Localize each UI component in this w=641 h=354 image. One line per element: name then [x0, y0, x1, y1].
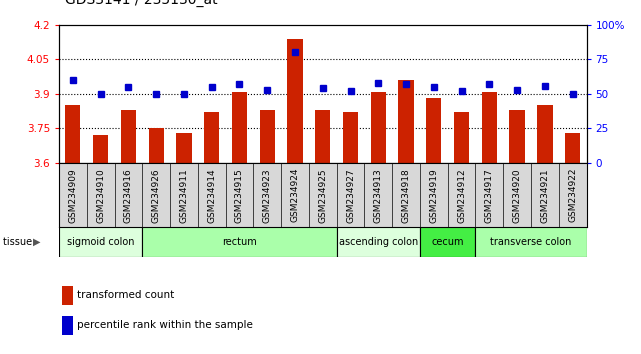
- Bar: [370, 92, 386, 163]
- Bar: [176, 133, 192, 163]
- Bar: [142, 227, 337, 257]
- Text: GSM234916: GSM234916: [124, 168, 133, 223]
- Text: rectum: rectum: [222, 236, 257, 247]
- Bar: [476, 227, 587, 257]
- Text: GSM234912: GSM234912: [457, 168, 466, 223]
- Text: GSM234920: GSM234920: [513, 168, 522, 223]
- Text: GSM234915: GSM234915: [235, 168, 244, 223]
- Bar: [510, 110, 525, 163]
- Bar: [149, 129, 164, 163]
- Text: GSM234910: GSM234910: [96, 168, 105, 223]
- Text: GSM234909: GSM234909: [69, 168, 78, 223]
- Text: cecum: cecum: [431, 236, 464, 247]
- Bar: [93, 135, 108, 163]
- Text: GSM234914: GSM234914: [207, 168, 216, 223]
- Text: GSM234927: GSM234927: [346, 168, 355, 223]
- Text: GSM234913: GSM234913: [374, 168, 383, 223]
- Bar: [315, 110, 330, 163]
- Bar: [565, 133, 580, 163]
- Text: GSM234924: GSM234924: [290, 168, 299, 222]
- Text: GSM234918: GSM234918: [401, 168, 410, 223]
- Bar: [232, 92, 247, 163]
- Text: GSM234919: GSM234919: [429, 168, 438, 223]
- Text: GSM234911: GSM234911: [179, 168, 188, 223]
- Text: GSM234926: GSM234926: [152, 168, 161, 223]
- Bar: [343, 112, 358, 163]
- Bar: [426, 98, 442, 163]
- Text: GSM234925: GSM234925: [318, 168, 328, 223]
- Bar: [454, 112, 469, 163]
- Bar: [59, 227, 142, 257]
- Bar: [537, 105, 553, 163]
- Bar: [481, 92, 497, 163]
- Bar: [65, 105, 81, 163]
- Text: percentile rank within the sample: percentile rank within the sample: [78, 320, 253, 330]
- Text: transverse colon: transverse colon: [490, 236, 572, 247]
- Text: GSM234917: GSM234917: [485, 168, 494, 223]
- Text: GSM234923: GSM234923: [263, 168, 272, 223]
- Text: GSM234921: GSM234921: [540, 168, 549, 223]
- Bar: [399, 80, 413, 163]
- Bar: [62, 316, 74, 335]
- Bar: [337, 227, 420, 257]
- Text: GDS3141 / 235130_at: GDS3141 / 235130_at: [65, 0, 218, 7]
- Bar: [420, 227, 476, 257]
- Text: ▶: ▶: [33, 236, 41, 247]
- Bar: [204, 112, 219, 163]
- Text: tissue: tissue: [3, 236, 35, 247]
- Bar: [260, 110, 275, 163]
- Bar: [62, 286, 74, 305]
- Text: transformed count: transformed count: [78, 290, 175, 300]
- Text: ascending colon: ascending colon: [338, 236, 418, 247]
- Text: GSM234922: GSM234922: [568, 168, 577, 222]
- Bar: [287, 39, 303, 163]
- Bar: [121, 110, 136, 163]
- Text: sigmoid colon: sigmoid colon: [67, 236, 135, 247]
